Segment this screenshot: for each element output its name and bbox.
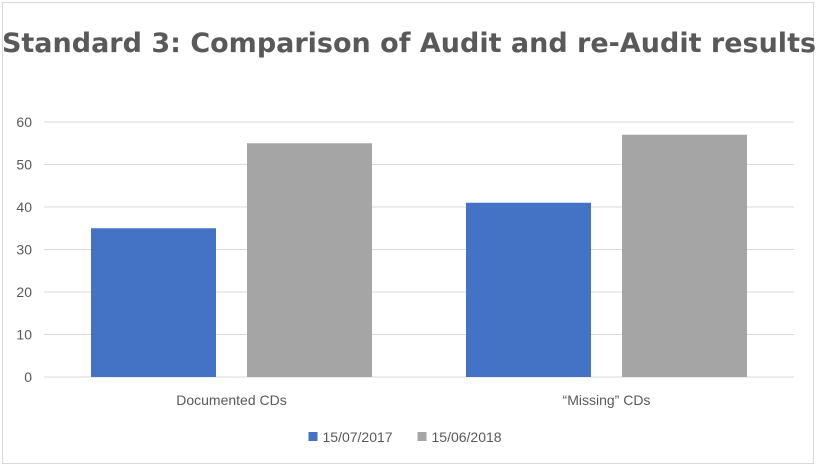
legend: 15/07/2017 15/06/2018 bbox=[308, 429, 502, 445]
x-category-label: Documented CDs bbox=[176, 392, 287, 408]
y-tick-label: 0 bbox=[24, 369, 32, 385]
y-tick-label: 60 bbox=[16, 114, 32, 130]
bar-series-1 bbox=[466, 202, 591, 377]
y-tick-label: 40 bbox=[16, 199, 32, 215]
y-tick-label: 30 bbox=[16, 242, 32, 258]
legend-swatch bbox=[308, 432, 318, 441]
bar-series-2 bbox=[622, 134, 747, 377]
x-category-label: “Missing” CDs bbox=[563, 392, 651, 408]
bar-series-1 bbox=[91, 228, 216, 377]
legend-label: 15/06/2018 bbox=[432, 429, 502, 445]
bar-series-2 bbox=[247, 143, 372, 377]
y-tick-label: 10 bbox=[16, 327, 32, 343]
bars bbox=[91, 134, 747, 377]
chart-title: Standard 3: Comparison of Audit and re-A… bbox=[1, 28, 817, 59]
y-tick-label: 50 bbox=[16, 157, 32, 173]
y-tick-label: 20 bbox=[16, 284, 32, 300]
legend-swatch bbox=[417, 432, 427, 441]
y-axis-tick-labels: 0 10 20 30 40 50 60 bbox=[16, 114, 32, 385]
x-axis-category-labels: Documented CDs “Missing” CDs bbox=[176, 392, 650, 408]
legend-label: 15/07/2017 bbox=[323, 429, 393, 445]
